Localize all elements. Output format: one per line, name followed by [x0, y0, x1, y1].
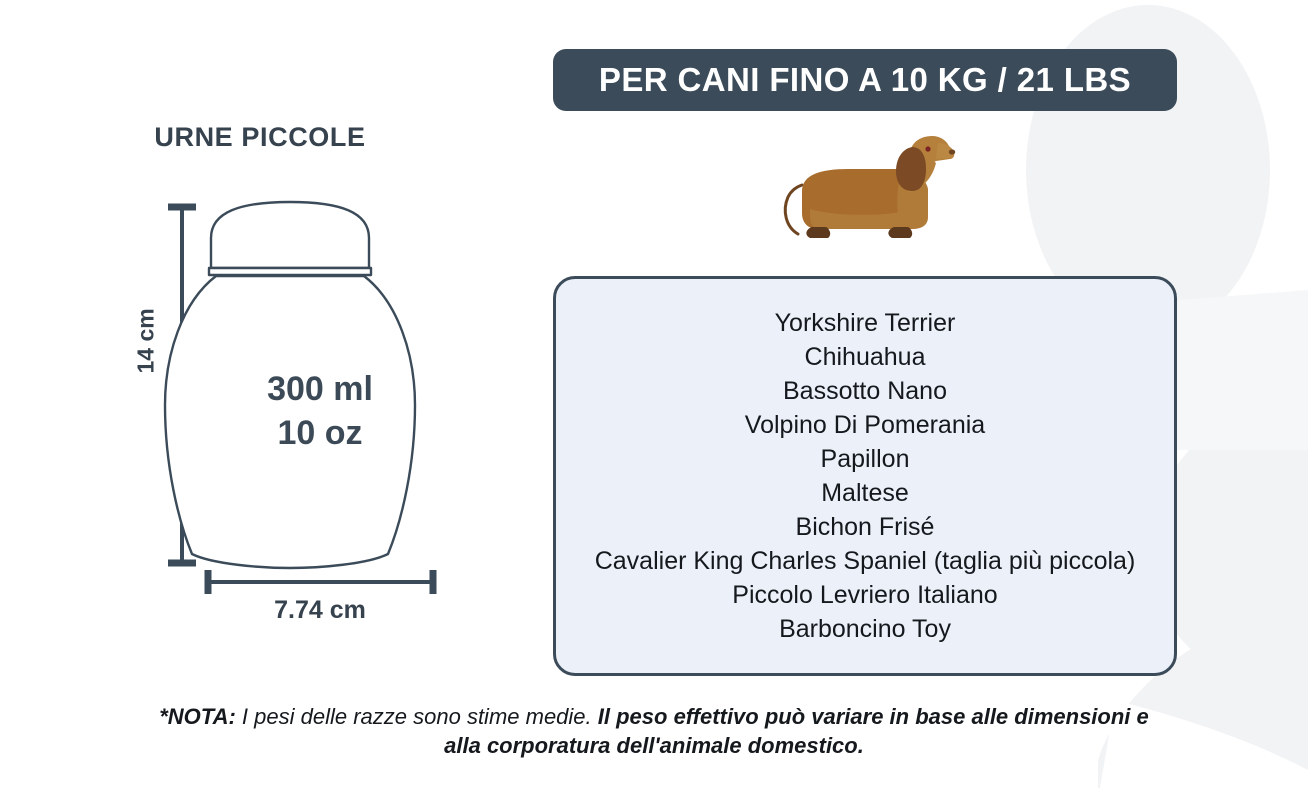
urn-section: URNE PICCOLE 14 cm 300 ml: [0, 0, 520, 700]
weight-range-badge: PER CANI FINO A 10 KG / 21 LBS: [553, 49, 1177, 111]
breed-list-item: Maltese: [821, 479, 909, 507]
dog-muzzle: [936, 143, 955, 159]
urn-capacity-oz: 10 oz: [277, 413, 363, 452]
urn-lid: [209, 200, 371, 270]
breed-list-item: Bichon Frisé: [795, 513, 935, 541]
page-title: URNE PICCOLE: [154, 122, 366, 152]
dachshund-icon: [783, 136, 956, 238]
breed-list-item: Barboncino Toy: [779, 615, 951, 643]
urn-width-label: 7.74 cm: [274, 596, 366, 624]
urn-capacity-label: 300 ml 10 oz: [140, 368, 500, 455]
urn-lid-rim: [207, 266, 373, 277]
breeds-list: Yorkshire Terrier Chihuahua Bassotto Nano V…: [556, 306, 1174, 646]
breeds-panel: Yorkshire Terrier Chihuahua Bassotto Nano V…: [553, 276, 1177, 676]
urn-body: [163, 274, 417, 570]
weight-range-text: PER CANI FINO A 10 KG / 21 LBS: [598, 61, 1132, 98]
footnote-normal: I pesi delle razze sono stime medie.: [235, 704, 598, 729]
dog-ear: [896, 147, 926, 191]
breed-list-item: Cavalier King Charles Spaniel (taglia pi…: [594, 547, 1136, 575]
footnote-disclaimer: *NOTA: I pesi delle razze sono stime med…: [154, 702, 1154, 761]
breed-list-item: Chihuahua: [804, 343, 926, 371]
footnote-lead: *NOTA:: [159, 704, 236, 729]
urn-illustration: [163, 200, 437, 594]
dog-paw-hind: [806, 227, 831, 238]
footnote-strong: Il peso effettivo può variare in base al…: [444, 704, 1149, 759]
breed-list-item: Papillon: [820, 445, 910, 473]
breed-list-item: Volpino Di Pomerania: [744, 411, 986, 439]
dog-tail: [783, 183, 804, 236]
dog-paw-front: [888, 227, 913, 238]
breed-list-item: Piccolo Levriero Italiano: [732, 581, 998, 609]
urn-capacity-ml: 300 ml: [267, 370, 373, 408]
dog-nose: [948, 149, 956, 155]
breed-list-item: Yorkshire Terrier: [774, 309, 956, 337]
width-dimension-line: [204, 570, 437, 594]
dog-belly-highlight: [810, 207, 924, 229]
breed-list-item: Bassotto Nano: [783, 377, 947, 405]
dog-eye: [925, 146, 931, 152]
